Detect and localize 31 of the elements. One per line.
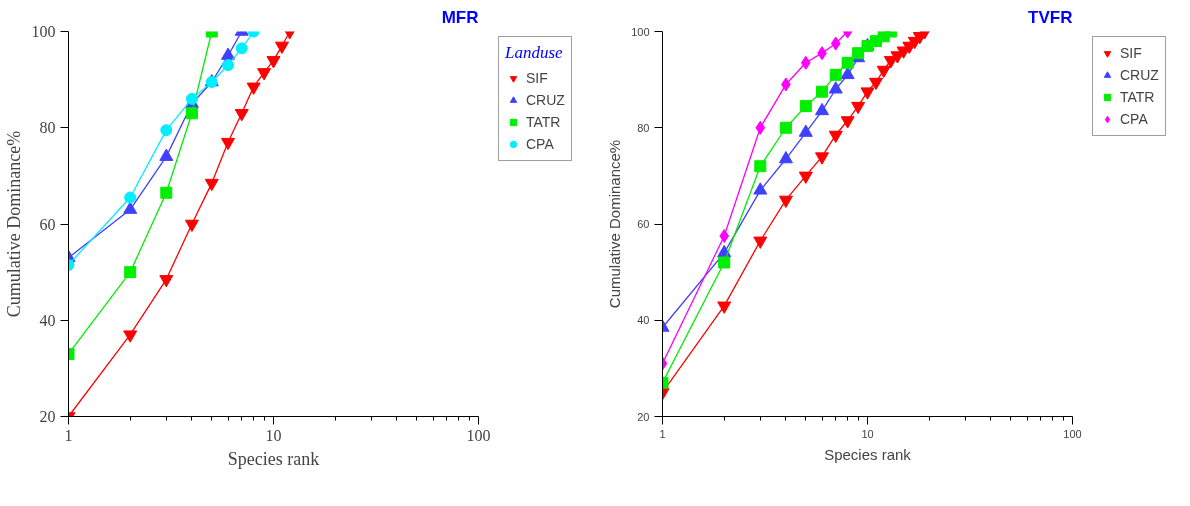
- y-tick-label: 80: [637, 121, 650, 134]
- y-tick-label: 100: [631, 25, 650, 38]
- x-axis-title: Species rank: [227, 448, 320, 469]
- legend-label: CRUZ: [526, 92, 565, 108]
- x-tick-label: 100: [466, 426, 491, 444]
- y-axis-title: Cumulative Dominance%: [3, 130, 24, 318]
- chart-title: MFR: [441, 7, 479, 27]
- legend-title: Landuse: [505, 43, 564, 63]
- y-tick-label: 40: [637, 314, 650, 327]
- y-tick-label: 100: [31, 23, 56, 40]
- legend-label: TATR: [526, 114, 561, 130]
- x-tick-label: 10: [265, 426, 282, 444]
- y-tick-label: 80: [39, 119, 56, 137]
- y-tick-label: 20: [39, 408, 56, 425]
- chart-title: TVFR: [1028, 7, 1073, 27]
- legend-label: CPA: [526, 136, 554, 152]
- y-tick-label: 40: [39, 311, 56, 329]
- legend-label: SIF: [1120, 45, 1142, 61]
- legend-label: SIF: [526, 70, 548, 86]
- legend-label: TATR: [1120, 89, 1155, 105]
- y-axis-title: Cumulative Dominance%: [606, 139, 624, 309]
- y-tick-label: 60: [637, 218, 650, 230]
- y-tick-label: 20: [637, 410, 650, 423]
- legend-label: CPA: [1120, 111, 1148, 127]
- legend-label: CRUZ: [1120, 67, 1159, 83]
- x-axis-title: Species rank: [824, 445, 912, 463]
- y-tick-label: 60: [39, 215, 56, 233]
- x-tick-label: 100: [1063, 427, 1082, 440]
- x-tick-label: 1: [659, 427, 666, 440]
- x-tick-label: 10: [861, 427, 874, 440]
- x-tick-label: 1: [64, 426, 73, 444]
